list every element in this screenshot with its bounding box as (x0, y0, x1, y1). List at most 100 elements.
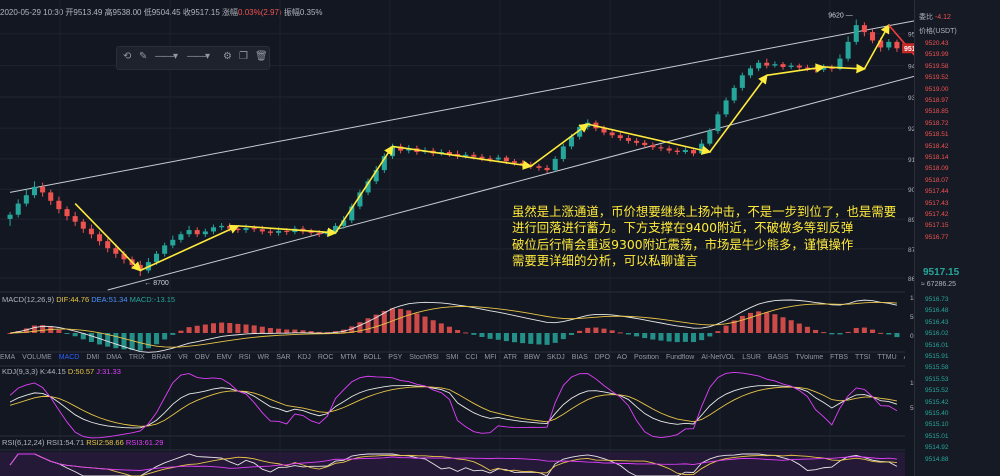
bid-price[interactable]: 9516.48 (925, 307, 949, 315)
indicator-tab[interactable]: SMI (445, 354, 459, 361)
ask-price[interactable]: 9520.43 (925, 40, 949, 47)
indicator-tab[interactable]: AI-NetVOL (701, 354, 736, 361)
macd-bar (894, 333, 900, 338)
candle-body (861, 25, 867, 33)
macd-bar (300, 330, 306, 333)
indicator-tab[interactable]: SKDJ (546, 354, 565, 361)
indicator-tab[interactable]: Position (634, 354, 659, 361)
indicator-tab[interactable]: AI-BSI (904, 354, 905, 361)
indicator-tab[interactable]: BBW (523, 354, 540, 361)
indicator-tab[interactable]: ATR (503, 354, 517, 361)
indicator-tab[interactable]: LSUR (742, 354, 761, 361)
indicator-tab[interactable]: MACD (58, 354, 80, 361)
indicator-tab[interactable]: WR (257, 354, 270, 361)
ask-price[interactable]: 9517.43 (925, 199, 949, 207)
ask-price[interactable]: 9518.97 (925, 97, 949, 104)
indicator-tab[interactable]: TVolume (795, 354, 824, 361)
candle-body (552, 158, 558, 171)
bid-price[interactable]: 9515.91 (925, 353, 949, 360)
ask-price[interactable]: 9517.42 (925, 211, 949, 218)
ask-price[interactable]: 9516.77 (925, 233, 949, 241)
macd-bar (625, 333, 631, 335)
trend-arrows[interactable] (74, 11, 947, 272)
indicator-tab[interactable]: VR (178, 354, 188, 361)
bid-price[interactable]: 9515.42 (925, 398, 949, 406)
bid-price[interactable]: 9515.58 (925, 364, 949, 372)
macd-bar (739, 315, 745, 333)
indicator-tab[interactable]: BASIS (767, 354, 789, 361)
indicator-tab[interactable]: KDJ (297, 354, 311, 361)
bid-price[interactable]: 9515.10 (925, 421, 949, 429)
bid-price[interactable]: 9514.88 (925, 455, 949, 463)
candle-body (365, 181, 371, 193)
ask-price[interactable]: 9518.07 (925, 176, 949, 184)
indicator-tab[interactable]: BOLL (363, 354, 382, 361)
macd-bar (227, 322, 233, 333)
line-width-icon[interactable]: ——▾ (187, 51, 210, 62)
indicator-tab[interactable]: ROC (317, 354, 334, 361)
ask-price[interactable]: 9518.85 (925, 108, 949, 116)
indicator-tab[interactable]: StochRSI (409, 354, 439, 361)
refresh-icon[interactable]: ⟲ (123, 51, 132, 62)
macd-bar (512, 333, 518, 343)
ask-price[interactable]: 9519.58 (925, 62, 949, 70)
ask-price[interactable]: 9517.15 (925, 222, 949, 230)
candle-body (97, 234, 103, 242)
datetime: 2020-05-29 10:30 (0, 8, 64, 17)
indicator-tab[interactable]: TRIX (128, 354, 145, 361)
candle-body (471, 154, 477, 157)
indicator-tab[interactable]: TTSI (855, 354, 871, 361)
macd-bar (365, 318, 371, 333)
ask-price[interactable]: 9518.14 (925, 154, 949, 161)
indicator-tab[interactable]: SAR (276, 354, 291, 361)
indicator-tab[interactable]: VOLUME (22, 354, 52, 361)
delete-icon[interactable]: 🗑 (255, 51, 268, 62)
indicator-tab[interactable]: RSI (238, 354, 251, 361)
indicator-tab[interactable]: OBV (194, 354, 210, 361)
indicator-tab[interactable]: TTMU (877, 354, 897, 361)
candle-body (788, 65, 794, 67)
ask-price[interactable]: 9519.99 (925, 51, 949, 59)
macd-bar (837, 333, 843, 335)
indicator-tab[interactable]: DPO (594, 354, 610, 361)
indicator-tab[interactable]: FTBS (830, 354, 849, 361)
ask-price[interactable]: 9519.52 (925, 74, 949, 82)
bid-price[interactable]: 9515.01 (925, 432, 949, 440)
price-channel[interactable] (9, 14, 948, 291)
candle-body (284, 230, 290, 233)
indicator-tab[interactable]: EMV (216, 354, 232, 361)
line-style-icon[interactable]: ——▾ (155, 51, 178, 62)
copy-icon[interactable]: ❐ (239, 51, 248, 62)
ask-price[interactable]: 9518.51 (925, 131, 949, 139)
bid-price[interactable]: 9516.02 (925, 330, 949, 338)
bid-price[interactable]: 9515.40 (925, 410, 949, 417)
macd-bar (772, 314, 778, 333)
indicator-tab[interactable]: AO (616, 354, 628, 361)
ask-price[interactable]: 9518.09 (925, 165, 949, 173)
bid-price[interactable]: 9515.52 (925, 387, 949, 395)
bid-price[interactable]: 9516.43 (925, 318, 949, 326)
indicator-tab[interactable]: PSY (388, 354, 403, 361)
pen-icon[interactable]: ✎ (139, 51, 148, 62)
ask-price[interactable]: 9518.42 (925, 142, 949, 150)
bid-price[interactable]: 9516.73 (925, 296, 949, 303)
settings-icon[interactable]: ⚙ (223, 51, 232, 62)
bid-price[interactable]: 9515.53 (925, 375, 949, 383)
indicator-tab[interactable]: EMA (0, 354, 16, 361)
indicator-tab[interactable]: CCI (465, 354, 478, 361)
candle-body (487, 158, 493, 160)
indicator-tab[interactable]: DMI (86, 354, 100, 361)
indicator-tab[interactable]: BIAS (571, 354, 588, 361)
indicator-tab[interactable]: Fundflow (665, 354, 695, 361)
ask-price[interactable]: 9517.44 (925, 188, 949, 196)
candle-body (463, 154, 469, 157)
indicator-tab[interactable]: MFI (484, 354, 497, 361)
ask-price[interactable]: 9519.00 (925, 85, 949, 93)
indicator-tab[interactable]: MTM (340, 354, 357, 361)
bid-price[interactable]: 9516.01 (925, 341, 949, 349)
indicator-tab[interactable]: BRAR (151, 354, 172, 361)
indicator-tab[interactable]: DMA (106, 354, 122, 361)
ask-price[interactable]: 9518.72 (925, 119, 949, 127)
bid-price[interactable]: 9514.92 (925, 444, 949, 452)
